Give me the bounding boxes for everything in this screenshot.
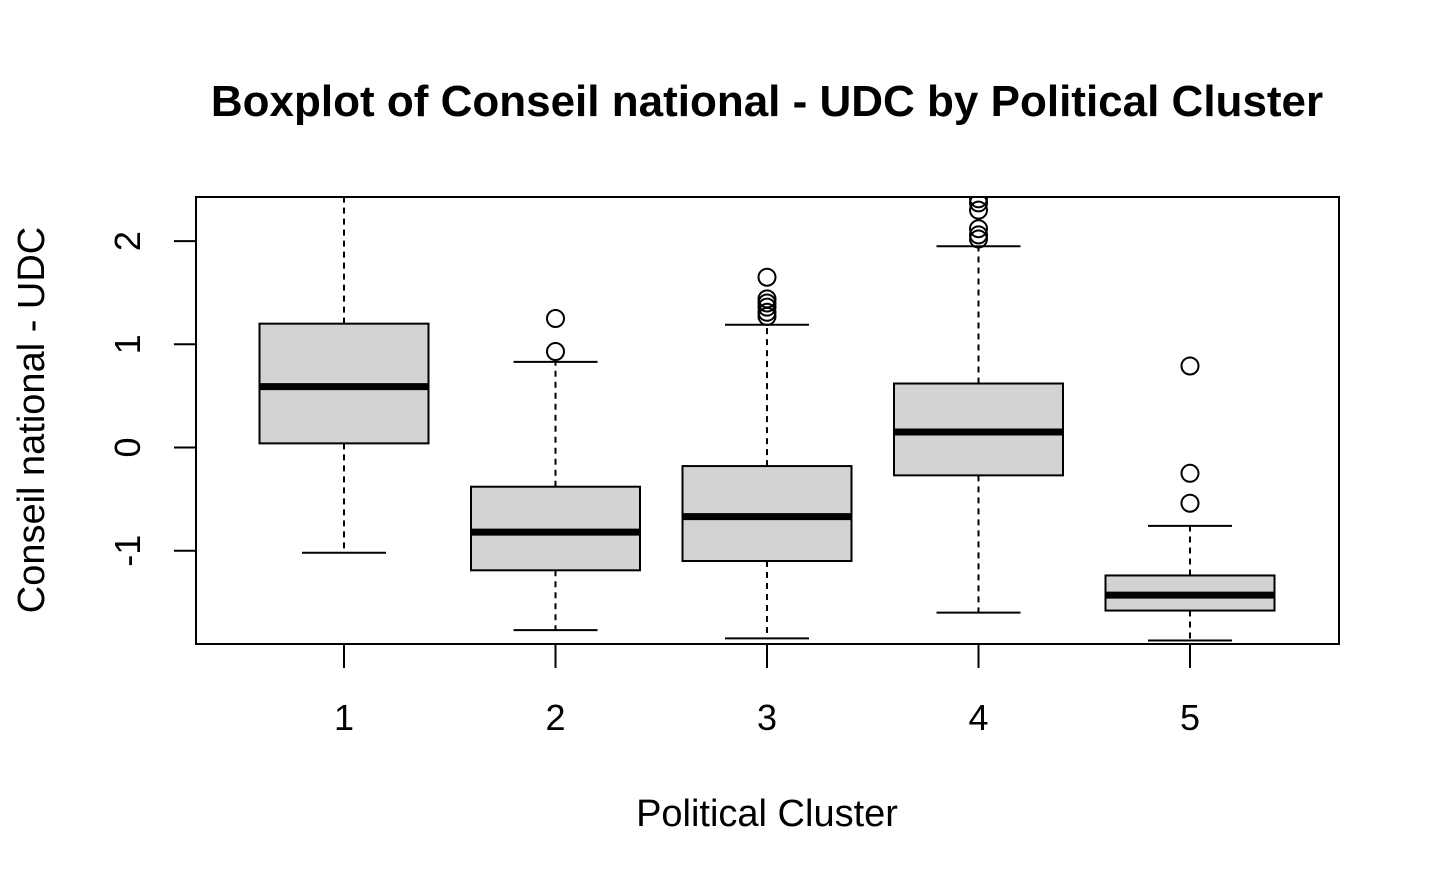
x-tick-label: 4 <box>968 697 988 738</box>
x-tick-label: 2 <box>545 697 565 738</box>
outlier-point <box>969 200 988 220</box>
x-tick-label: 1 <box>334 697 354 738</box>
x-axis-label: Political Cluster <box>636 793 898 835</box>
outlier-point <box>757 289 777 309</box>
outlier-point <box>969 197 988 209</box>
y-tick-label: 0 <box>107 437 148 457</box>
outlier-point <box>1180 463 1200 483</box>
box-iqr <box>470 485 641 572</box>
y-tick-label: 2 <box>107 231 148 251</box>
y-axis-label: Conseil national - UDC <box>11 227 53 614</box>
box-group-2 <box>470 309 641 632</box>
box-group-4 <box>893 197 1064 614</box>
x-axis: 1 2 3 4 5 <box>334 644 1200 738</box>
outlier-point <box>546 342 565 362</box>
outlier-point <box>969 225 988 245</box>
box-group-5 <box>1104 356 1276 642</box>
boxes-layer <box>258 197 1276 642</box>
x-tick-label: 3 <box>757 697 777 738</box>
outlier-point <box>546 309 565 328</box>
outlier-point <box>757 302 777 322</box>
y-tick-label: -1 <box>107 535 148 567</box>
outlier-point <box>969 219 988 239</box>
x-tick-label: 5 <box>1180 697 1200 738</box>
outlier-point <box>969 229 988 249</box>
box-group-1 <box>258 197 430 554</box>
y-tick-label: 1 <box>107 334 148 354</box>
box-group-3 <box>681 267 853 640</box>
outlier-point <box>757 267 777 287</box>
outlier-point <box>1180 356 1200 376</box>
chart-title: Boxplot of Conseil national - UDC by Pol… <box>211 77 1323 126</box>
y-axis: -1 0 1 2 <box>107 231 196 567</box>
outlier-point <box>1180 493 1200 513</box>
